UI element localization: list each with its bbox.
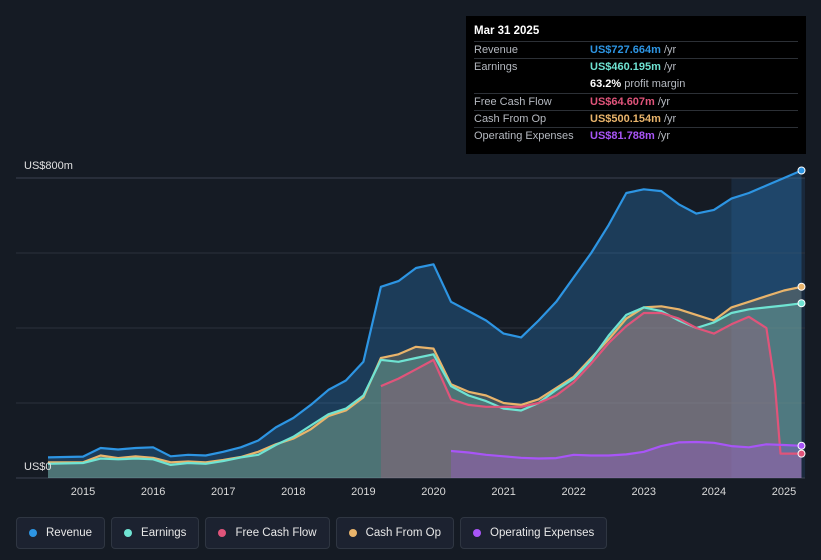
tooltip-value: US$64.607m bbox=[590, 95, 655, 108]
legend-dot-icon bbox=[473, 529, 482, 537]
revenue-area bbox=[48, 170, 802, 478]
x-tick-label: 2016 bbox=[140, 486, 166, 498]
revenue-endpoint bbox=[797, 166, 806, 175]
tooltip: Mar 31 2025 Revenue US$727.664m /yr Earn… bbox=[466, 16, 806, 154]
legend-label: Free Cash Flow bbox=[235, 527, 317, 539]
legend-dot-icon bbox=[29, 529, 37, 537]
legend-item-earnings[interactable]: Earnings bbox=[111, 517, 200, 549]
x-tick-label: 2017 bbox=[210, 486, 236, 498]
tooltip-unit: profit margin bbox=[624, 77, 686, 90]
tooltip-date: Mar 31 2025 bbox=[474, 25, 540, 37]
x-tick-label: 2015 bbox=[70, 486, 96, 498]
free-cash-flow-area bbox=[380, 313, 802, 478]
legend-label: Operating Expenses bbox=[490, 527, 595, 539]
tooltip-label: Revenue bbox=[474, 44, 519, 57]
x-tick-label: 2022 bbox=[561, 486, 586, 498]
free-cash-flow-line bbox=[380, 311, 802, 455]
x-tick-label: 2019 bbox=[351, 486, 376, 498]
x-tick-label: 2018 bbox=[281, 486, 306, 498]
earnings-line bbox=[47, 302, 802, 466]
tooltip-value: US$460.195m bbox=[590, 61, 661, 74]
y-axis-bottom-label: US$0 bbox=[24, 461, 52, 473]
legend-dot-icon bbox=[124, 529, 133, 537]
earnings-endpoint bbox=[797, 299, 806, 308]
tooltip-row-revenue: Revenue US$727.664m /yr bbox=[474, 41, 798, 58]
x-tick-label: 2021 bbox=[491, 486, 516, 498]
operating-expenses-endpoint bbox=[797, 441, 806, 450]
tooltip-row-profit-margin: 63.2% profit margin bbox=[474, 75, 798, 92]
tooltip-label: Earnings bbox=[474, 61, 518, 74]
cash-from-op-endpoint bbox=[797, 282, 806, 291]
tooltip-unit: /yr bbox=[657, 130, 671, 143]
legend-dot-icon bbox=[348, 529, 357, 537]
legend-dot-icon bbox=[218, 529, 227, 537]
legend: Revenue Earnings Free Cash Flow Cash Fro… bbox=[16, 517, 613, 549]
series-areas bbox=[48, 170, 802, 478]
legend-item-free-cash-flow[interactable]: Free Cash Flow bbox=[205, 517, 330, 549]
tooltip-unit: /yr bbox=[663, 112, 677, 125]
tooltip-label: Operating Expenses bbox=[474, 130, 574, 143]
legend-label: Revenue bbox=[46, 527, 93, 539]
tooltip-value: US$81.788m bbox=[590, 130, 655, 143]
legend-label: Cash From Op bbox=[365, 527, 442, 539]
tooltip-value: 63.2% bbox=[590, 77, 622, 90]
revenue-line bbox=[47, 169, 802, 459]
legend-label: Earnings bbox=[141, 527, 187, 539]
cash-from-op-line bbox=[48, 285, 802, 464]
tooltip-label: Cash From Op bbox=[474, 112, 547, 125]
free-cash-flow-endpoint bbox=[797, 449, 806, 458]
x-tick-label: 2025 bbox=[771, 486, 797, 498]
gridlines bbox=[16, 177, 805, 479]
y-axis-top-label: US$800m bbox=[24, 160, 73, 172]
earnings-area bbox=[48, 303, 802, 478]
series-lines bbox=[47, 169, 802, 466]
tooltip-value: US$727.664m bbox=[590, 44, 661, 57]
operating-expenses-line bbox=[450, 440, 802, 460]
series-endpoints bbox=[797, 166, 806, 458]
x-tick-label: 2023 bbox=[631, 486, 657, 498]
tooltip-row-cash-from-op: Cash From Op US$500.154m /yr bbox=[474, 109, 798, 127]
tooltip-label: Free Cash Flow bbox=[474, 95, 552, 108]
tooltip-row-operating-expenses: Operating Expenses US$81.788m /yr bbox=[474, 126, 798, 144]
legend-item-revenue[interactable]: Revenue bbox=[16, 517, 106, 549]
tooltip-row-earnings: Earnings US$460.195m /yr bbox=[474, 58, 798, 75]
legend-item-cash-from-op[interactable]: Cash From Op bbox=[335, 517, 455, 549]
x-tick-label: 2024 bbox=[701, 486, 727, 498]
legend-item-operating-expenses[interactable]: Operating Expenses bbox=[460, 517, 608, 549]
tooltip-unit: /yr bbox=[663, 61, 677, 74]
operating-expenses-area bbox=[451, 442, 802, 478]
tooltip-value: US$500.154m bbox=[590, 112, 661, 125]
tooltip-unit: /yr bbox=[657, 95, 671, 108]
tooltip-unit: /yr bbox=[663, 44, 677, 57]
tooltip-row-free-cash-flow: Free Cash Flow US$64.607m /yr bbox=[474, 92, 798, 110]
x-tick-label: 2020 bbox=[421, 486, 446, 498]
